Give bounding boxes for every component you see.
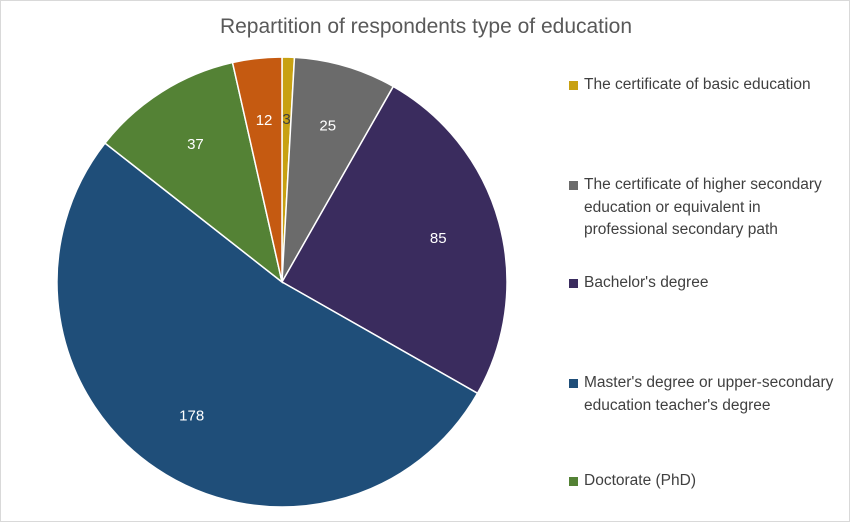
data-label: 12 bbox=[256, 112, 273, 129]
pie-slice bbox=[231, 56, 283, 283]
data-label: 37 bbox=[187, 136, 204, 153]
legend-item: Master's degree or upper-secondary educa… bbox=[569, 372, 844, 417]
legend-label: Master's degree or upper-secondary educa… bbox=[584, 374, 834, 414]
legend-swatch bbox=[569, 379, 578, 388]
legend-item: The certificate of higher secondary educ… bbox=[569, 174, 844, 242]
pie-slice bbox=[280, 85, 508, 395]
chart-title: Repartition of respondents type of educa… bbox=[219, 15, 633, 38]
data-label: 3 bbox=[282, 111, 290, 128]
legend-label: Bachelor's degree bbox=[584, 274, 709, 291]
legend-label: The certificate of higher secondary educ… bbox=[584, 176, 822, 238]
data-label: 178 bbox=[179, 407, 204, 424]
legend-item: Bachelor's degree bbox=[569, 272, 844, 295]
data-label: 85 bbox=[430, 230, 447, 247]
legend-label: Doctorate (PhD) bbox=[584, 472, 696, 489]
legend-swatch bbox=[569, 81, 578, 90]
legend-swatch bbox=[569, 279, 578, 288]
legend-swatch bbox=[569, 477, 578, 486]
data-label: 25 bbox=[319, 118, 336, 135]
pie-slice bbox=[103, 61, 284, 284]
legend-item: The certificate of basic education bbox=[569, 74, 844, 97]
pie-slice bbox=[56, 142, 479, 508]
legend-swatch bbox=[569, 181, 578, 190]
legend-item: Doctorate (PhD) bbox=[569, 470, 844, 493]
legend-label: The certificate of basic education bbox=[584, 76, 811, 93]
pie-slice bbox=[281, 56, 395, 283]
